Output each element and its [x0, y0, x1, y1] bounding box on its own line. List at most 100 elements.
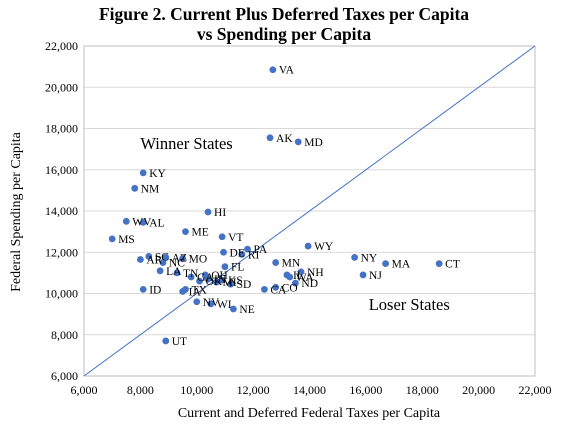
point-az: [162, 254, 170, 261]
point-nj: [359, 271, 367, 279]
point-wi: [207, 300, 215, 308]
point-de: [220, 248, 227, 256]
point-label-nj: NJ: [369, 270, 382, 282]
point-co: [272, 283, 280, 291]
annotation-winner-states: Winner States: [140, 134, 232, 153]
point-label-ar: AR: [146, 254, 162, 266]
point-sc: [145, 252, 153, 260]
point-mi: [213, 278, 220, 286]
point-label-ok: OK: [206, 276, 223, 288]
point-label-mi: MI: [222, 277, 236, 289]
point-label-ky: KY: [149, 168, 166, 180]
point-label-nd: ND: [301, 278, 318, 290]
point-label-al: AL: [149, 217, 164, 229]
point-va: [269, 66, 277, 74]
point-label-ms: MS: [118, 234, 135, 246]
point-label-ne: NE: [239, 304, 254, 316]
point-label-ga: GA: [197, 272, 214, 284]
point-ks: [218, 276, 226, 284]
point-wy: [304, 242, 312, 250]
point-id: [139, 285, 147, 293]
point-label-ak: AK: [276, 133, 293, 145]
plot-frame: [83, 45, 536, 377]
point-label-nh: NH: [307, 267, 324, 279]
y-tick-label: 14,000: [45, 204, 78, 218]
point-nm: [131, 184, 139, 192]
point-label-de: DE: [230, 247, 245, 259]
point-label-vt: VT: [228, 232, 243, 244]
point-label-me: ME: [191, 227, 208, 239]
point-label-fl: FL: [231, 262, 244, 274]
x-tick-label: 18,000: [406, 383, 439, 397]
point-label-ri: RI: [248, 249, 260, 261]
point-label-nc: NC: [169, 258, 185, 270]
y-tick-label: 12,000: [45, 245, 78, 259]
y-tick-label: 8,000: [51, 328, 78, 342]
point-fl: [221, 263, 229, 271]
point-al: [139, 218, 147, 226]
data-points: [108, 66, 443, 345]
point-label-oh: OH: [211, 270, 228, 282]
point-md: [294, 138, 302, 146]
point-label-il: IL: [293, 270, 304, 282]
point-mo: [179, 255, 187, 262]
point-ne: [229, 305, 237, 313]
point-label-wi: WI: [217, 299, 232, 311]
y-tick-label: 16,000: [45, 163, 78, 177]
point-ny: [351, 254, 358, 261]
point-ky: [139, 169, 147, 177]
point-label-tx: TX: [191, 284, 207, 296]
point-wv: [122, 217, 130, 225]
point-ar: [136, 256, 144, 263]
point-label-ma: MA: [392, 259, 411, 271]
point-ok: [196, 277, 203, 285]
axis-ticks: 6,000 8,000 10,000 12,000 14,000 16,000 18,000…: [45, 39, 552, 397]
point-ga: [187, 273, 195, 281]
point-label-nv: NV: [203, 297, 220, 309]
point-ma: [382, 260, 390, 267]
y-tick-label: 20,000: [45, 80, 78, 94]
point-nh: [297, 268, 305, 276]
y-tick-label: 18,000: [45, 122, 78, 136]
point-me: [182, 228, 189, 236]
point-tn: [173, 269, 181, 277]
point-label-ca: CA: [270, 284, 287, 296]
reference-line: [83, 45, 536, 377]
annotation-loser-states: Loser States: [369, 295, 450, 314]
x-tick-label: 16,000: [349, 383, 382, 397]
point-label-mn: MN: [282, 258, 301, 270]
point-pa: [244, 245, 251, 253]
chart-title-line-1: Figure 2. Current Plus Deferred Taxes pe…: [99, 4, 469, 24]
x-tick-label: 12,000: [237, 383, 270, 397]
point-nc: [159, 259, 167, 266]
x-tick-label: 8,000: [127, 383, 154, 397]
point-label-ks: KS: [228, 275, 243, 287]
x-axis-label: Current and Deferred Federal Taxes per C…: [178, 406, 441, 421]
point-nd: [292, 279, 299, 287]
point-label-pa: PA: [253, 244, 267, 256]
point-hi: [204, 208, 212, 216]
point-ak: [266, 134, 274, 142]
point-label-hi: HI: [214, 207, 226, 219]
point-la: [156, 267, 164, 275]
x-tick-label: 22,000: [519, 383, 552, 397]
point-label-ia: IA: [189, 286, 202, 298]
point-label-wy: WY: [314, 241, 334, 253]
point-label-nm: NM: [141, 183, 160, 195]
point-ct: [435, 260, 443, 267]
point-label-ct: CT: [445, 259, 460, 271]
y-axis-label: Federal Spending per Capita: [9, 131, 24, 292]
point-label-wv: WV: [132, 216, 152, 228]
point-ms: [108, 235, 116, 243]
y-tick-label: 22,000: [45, 39, 78, 53]
point-ut: [162, 337, 170, 345]
x-tick-label: 14,000: [293, 383, 326, 397]
point-label-sc: SC: [155, 251, 169, 263]
x-tick-label: 6,000: [71, 383, 98, 397]
point-ri: [238, 250, 246, 258]
y-tick-label: 6,000: [51, 369, 78, 383]
point-label-md: MD: [304, 137, 323, 149]
point-label-in: IN: [214, 274, 227, 286]
